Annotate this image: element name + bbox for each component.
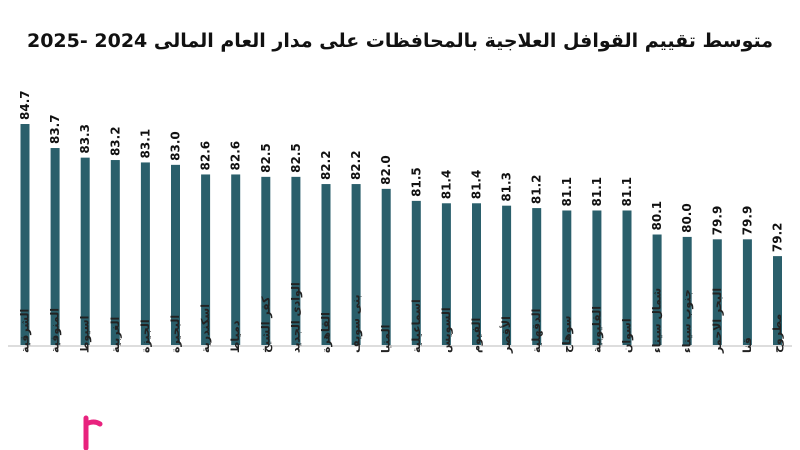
bar xyxy=(171,164,180,345)
category-label: الفيوم xyxy=(470,318,483,353)
data-label: 79.9 xyxy=(710,206,724,236)
data-label: 82.6 xyxy=(229,141,243,171)
data-label: 81.5 xyxy=(409,167,423,197)
data-label: 82.0 xyxy=(379,155,393,185)
data-label: 79.9 xyxy=(740,206,754,236)
data-label: 81.2 xyxy=(530,174,544,204)
bar xyxy=(291,176,301,345)
pink-mark-icon xyxy=(83,415,103,450)
category-label: مطروح xyxy=(771,314,784,353)
bar xyxy=(231,174,241,345)
category-label: اسماعيلية xyxy=(410,299,423,353)
data-label: 83.7 xyxy=(48,114,62,144)
data-label: 83.2 xyxy=(108,126,122,156)
category-label: كفر الشيخ xyxy=(259,296,272,353)
category-label: الوادى الجديد xyxy=(289,282,302,353)
bar xyxy=(712,239,722,345)
bar xyxy=(321,184,331,345)
category-label: سوهاج xyxy=(560,316,574,353)
category-label: البحر الاحمر xyxy=(711,288,724,354)
category-label: دمياط xyxy=(229,320,242,353)
category-label: السويس xyxy=(440,307,453,353)
category-label: الشرقية xyxy=(19,309,32,353)
bar xyxy=(502,205,512,345)
data-label: 81.4 xyxy=(470,170,484,200)
category-label: المنوفية xyxy=(49,308,62,353)
bar xyxy=(682,236,692,345)
bar xyxy=(110,160,120,345)
data-label: 83.3 xyxy=(78,124,92,154)
bar xyxy=(532,208,542,345)
category-label: اسوان xyxy=(621,318,634,353)
data-label: 81.3 xyxy=(500,172,514,202)
category-label: اسيوط xyxy=(79,316,92,353)
bar xyxy=(140,162,150,345)
bar xyxy=(562,210,572,345)
bar xyxy=(201,174,211,345)
bar xyxy=(50,148,60,345)
category-label: الجيزة xyxy=(139,319,152,353)
bar xyxy=(20,124,30,345)
bar xyxy=(592,210,602,345)
data-label: 81.1 xyxy=(620,177,634,207)
category-label: جنوب سيناء xyxy=(681,289,694,353)
bar xyxy=(261,176,271,345)
data-label: 84.7 xyxy=(18,90,32,120)
data-label: 80.0 xyxy=(680,203,694,233)
category-label: القاهرة xyxy=(320,312,333,353)
category-label: المنيا xyxy=(380,325,393,353)
bar xyxy=(652,234,662,345)
category-label: الغربية xyxy=(109,317,122,353)
data-label: 81.1 xyxy=(560,177,574,207)
category-label: اسكندرية xyxy=(199,304,212,353)
bar xyxy=(411,200,421,345)
category-label: الدقهلية xyxy=(530,309,543,353)
data-label: 82.2 xyxy=(319,150,333,180)
data-label: 81.4 xyxy=(439,170,453,200)
category-label: الأقصر xyxy=(499,316,513,354)
bar xyxy=(622,210,632,345)
bar xyxy=(351,184,361,345)
chart-title: متوسط تقييم القوافل العلاجية بالمحافظات … xyxy=(26,30,774,52)
category-label: القليوبية xyxy=(590,306,603,353)
bar xyxy=(381,188,391,345)
data-label: 83.1 xyxy=(138,129,152,159)
category-label: بنى سويف xyxy=(350,294,363,353)
data-label: 83.0 xyxy=(169,131,183,161)
category-label: قنا xyxy=(741,337,754,353)
data-label: 82.5 xyxy=(289,143,303,173)
bar xyxy=(773,256,782,345)
data-label: 80.1 xyxy=(650,201,664,231)
category-label: البحيرة xyxy=(169,315,182,353)
bar xyxy=(441,203,451,345)
bar xyxy=(80,157,90,345)
data-label: 82.5 xyxy=(259,143,273,173)
category-label: شمال سيناء xyxy=(651,288,664,353)
bar xyxy=(472,203,481,345)
data-label: 82.2 xyxy=(349,150,363,180)
bar xyxy=(742,239,752,345)
data-label: 82.6 xyxy=(199,141,213,171)
data-label: 81.1 xyxy=(590,177,604,207)
data-label: 79.2 xyxy=(771,223,785,253)
